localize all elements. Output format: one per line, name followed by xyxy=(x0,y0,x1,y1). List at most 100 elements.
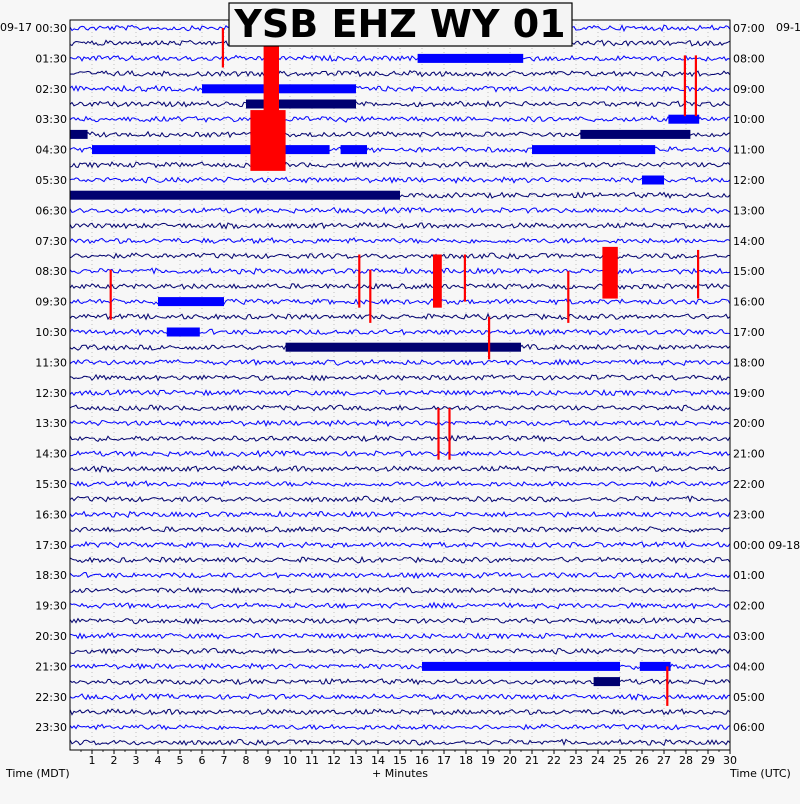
trace-line xyxy=(69,252,731,260)
trace-line xyxy=(69,465,731,473)
trace-line xyxy=(69,389,731,397)
trace-line xyxy=(69,510,731,519)
event-spike xyxy=(666,666,669,706)
title-box xyxy=(228,2,573,47)
trace-line xyxy=(69,54,731,62)
trace-line xyxy=(69,495,731,503)
x-tick-label: 5 xyxy=(177,754,184,767)
trace-line xyxy=(69,115,731,123)
trace-line xyxy=(69,738,731,747)
right-row-label: 01:00 xyxy=(733,569,765,582)
x-tick-label: 18 xyxy=(459,754,473,767)
trace-line xyxy=(69,677,731,686)
left-row-label: 21:30 xyxy=(35,660,67,673)
event-spike xyxy=(358,254,361,308)
left-row-label: 14:30 xyxy=(35,448,67,461)
trace-burst xyxy=(92,145,330,155)
right-row-label: 10:00 xyxy=(733,113,765,126)
trace-line xyxy=(69,480,731,488)
trace-line xyxy=(69,206,731,215)
x-tick-label: 6 xyxy=(199,754,206,767)
event-spike xyxy=(463,254,466,302)
trace-line xyxy=(69,555,731,564)
trace-line xyxy=(69,282,730,290)
trace-burst xyxy=(422,661,620,671)
right-row-label: 20:00 xyxy=(733,417,765,430)
x-tick-label: 9 xyxy=(265,754,272,767)
trace-line xyxy=(69,373,731,382)
x-tick-label: 24 xyxy=(591,754,605,767)
trace-line xyxy=(69,221,731,230)
left-row-label: 04:30 xyxy=(35,144,67,157)
trace-bursts xyxy=(70,53,700,687)
right-row-label: 02:00 xyxy=(733,600,765,613)
left-row-label: 22:30 xyxy=(35,691,67,704)
trace-line xyxy=(69,161,731,169)
right-row-label: 04:00 xyxy=(733,660,765,673)
right-date-label: 09-1 xyxy=(776,21,800,34)
right-axis-label: Time (UTC) xyxy=(729,767,791,780)
trace-burst xyxy=(417,53,524,63)
right-row-label: 12:00 xyxy=(733,174,765,187)
x-tick-label: 2 xyxy=(111,754,118,767)
x-tick-label: 12 xyxy=(327,754,341,767)
trace-burst xyxy=(285,342,521,352)
x-tick-label: 16 xyxy=(415,754,429,767)
event-spikes xyxy=(109,28,700,706)
left-row-label: 09:30 xyxy=(35,296,67,309)
x-tick-label: 21 xyxy=(525,754,539,767)
trace-line xyxy=(69,236,731,245)
left-row-label: 06:30 xyxy=(35,204,67,217)
left-date-label: 09-17 xyxy=(0,21,32,34)
right-row-label: 03:00 xyxy=(733,630,765,643)
trace-line xyxy=(69,647,731,655)
left-row-label: 10:30 xyxy=(35,326,67,339)
trace-line xyxy=(69,267,731,275)
trace-burst xyxy=(70,129,88,139)
right-row-labels: 07:00 08:00 09:00 10:00 11:00 12:00 13:00 14:00… xyxy=(733,22,800,734)
left-row-label: 01:30 xyxy=(35,52,67,65)
trace-line xyxy=(69,540,731,549)
right-row-label: 21:00 xyxy=(733,448,765,461)
right-row-label: 18:00 xyxy=(733,356,765,369)
left-row-label: 11:30 xyxy=(35,356,67,369)
x-tick-label: 8 xyxy=(243,754,250,767)
x-tick-label: 27 xyxy=(657,754,671,767)
trace-burst xyxy=(158,297,224,307)
x-tick-label: 20 xyxy=(503,754,517,767)
x-tick-label: 7 xyxy=(221,754,228,767)
event-spike xyxy=(567,271,570,323)
trace-line xyxy=(69,693,731,701)
trace-line xyxy=(69,525,731,534)
right-row-label: 14:00 xyxy=(733,235,765,248)
left-row-label: 19:30 xyxy=(35,600,67,613)
x-tick-label: 29 xyxy=(701,754,715,767)
right-row-label: 13:00 xyxy=(733,204,765,217)
trace-burst xyxy=(642,175,664,185)
trace-burst xyxy=(532,145,656,155)
trace-line xyxy=(69,312,731,321)
x-tick-label: 1 xyxy=(89,754,96,767)
event-spike xyxy=(250,110,286,171)
right-row-label: 23:00 xyxy=(733,508,765,521)
trace-line xyxy=(69,571,731,580)
right-row-label: 05:00 xyxy=(733,691,765,704)
trace-line xyxy=(69,176,731,184)
trace-line xyxy=(69,69,731,78)
trace-burst xyxy=(70,190,400,200)
right-row-label: 19:00 xyxy=(733,387,765,400)
x-tick-label: 22 xyxy=(547,754,561,767)
x-axis-ticks: 1 2 3 4 5 6 7 8 9 10 11 12 13 14 15 16 17 18 19 20 21 22 23 24 2… xyxy=(80,750,737,767)
event-spike xyxy=(683,55,686,117)
trace-burst xyxy=(246,99,356,109)
event-spike xyxy=(448,408,451,460)
x-tick-label: 4 xyxy=(155,754,162,767)
event-spike xyxy=(694,55,697,117)
left-row-label: 07:30 xyxy=(35,235,67,248)
event-spike xyxy=(221,28,224,68)
chart-title: YSB EHZ WY 01 xyxy=(233,2,565,46)
trace-line xyxy=(69,404,731,412)
trace-burst xyxy=(668,114,700,124)
